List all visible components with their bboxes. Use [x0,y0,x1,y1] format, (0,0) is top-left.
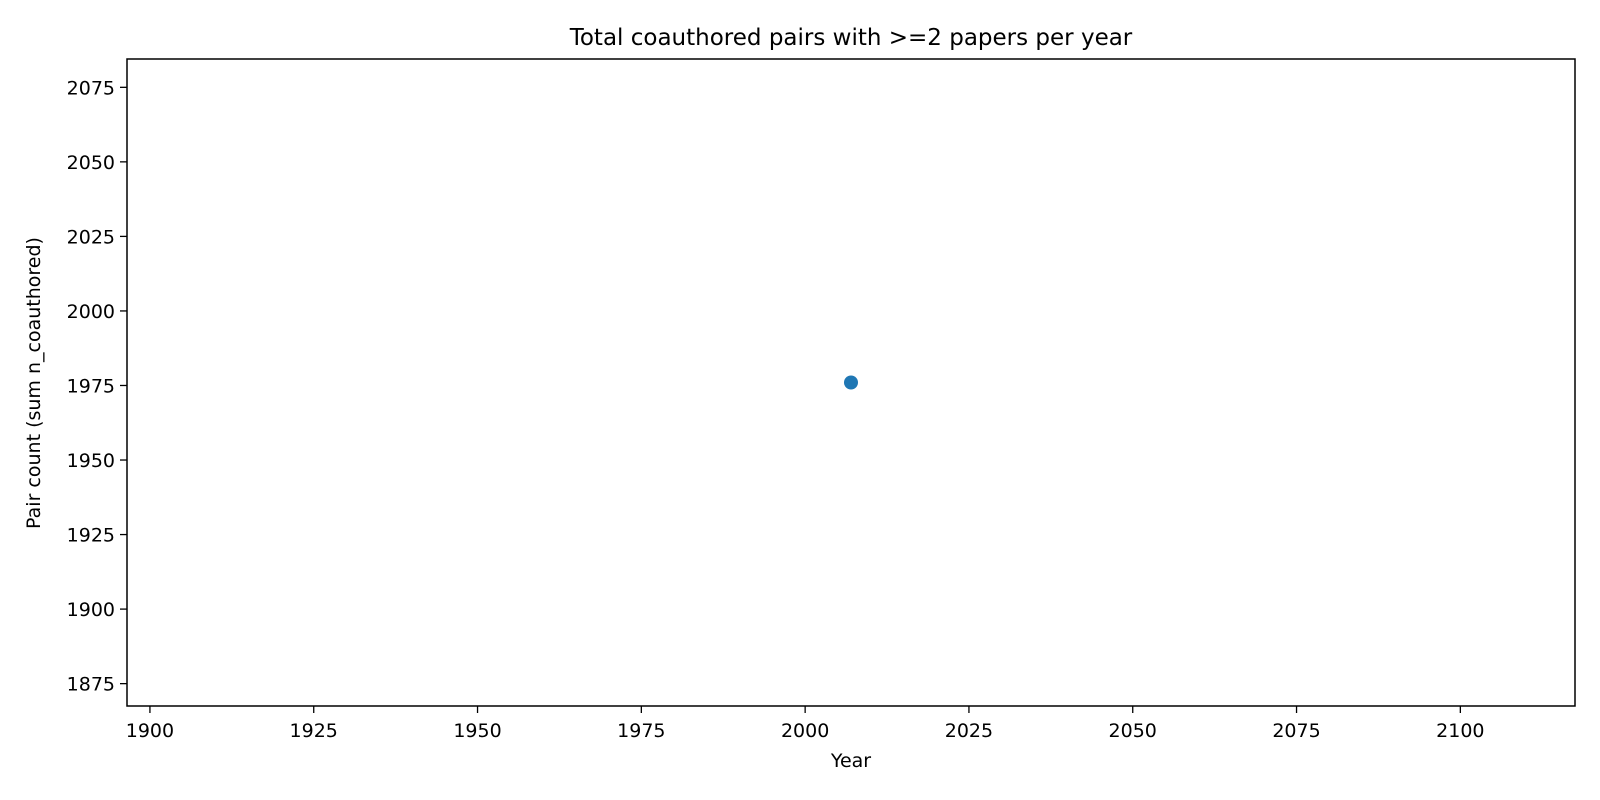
x-tick-label: 2100 [1436,720,1484,742]
y-tick-label: 2050 [67,152,115,174]
y-tick-label: 1950 [67,450,115,472]
x-tick-label: 2000 [781,720,829,742]
x-axis: 1900 1925 1950 1975 2000 2025 2050 2075 2100 [126,706,1485,742]
chart-title: Total coauthored pairs with >=2 papers p… [569,25,1133,51]
y-tick-label: 2075 [67,77,115,99]
x-tick-label: 1925 [290,720,338,742]
x-tick-label: 1900 [126,720,174,742]
x-tick-label: 2025 [945,720,993,742]
x-tick-label: 2050 [1109,720,1157,742]
x-tick-label: 2075 [1272,720,1320,742]
y-axis-label: Pair count (sum n_coauthored) [23,237,45,529]
y-tick-label: 1925 [67,525,115,547]
plot-area [126,58,1576,707]
y-tick-label: 2000 [67,301,115,323]
y-axis: 1875 1900 1925 1950 1975 2000 2025 2050 2075 [67,77,127,696]
y-tick-label: 1900 [67,599,115,621]
y-tick-label: 1875 [67,674,115,696]
y-tick-label: 1975 [67,375,115,397]
scatter-point [844,375,858,390]
y-tick-label: 2025 [67,226,115,248]
x-axis-label: Year [830,750,871,772]
x-tick-label: 1975 [617,720,665,742]
x-tick-label: 1950 [453,720,501,742]
data-points [844,375,858,390]
